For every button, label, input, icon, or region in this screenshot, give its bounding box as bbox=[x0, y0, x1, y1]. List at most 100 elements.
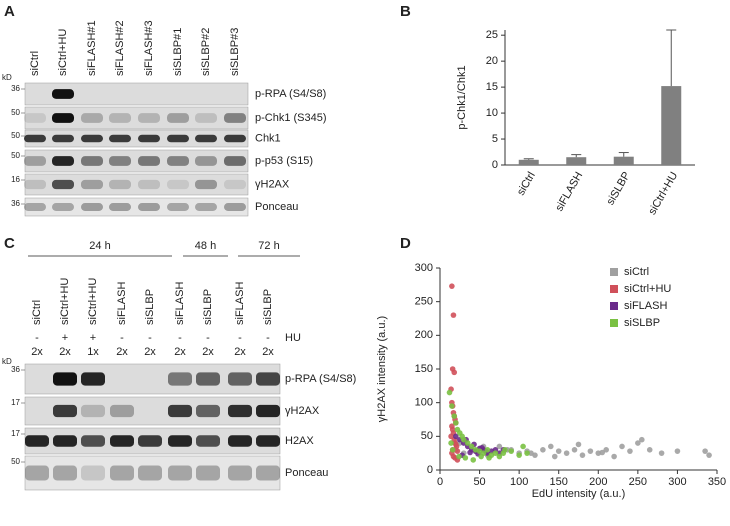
hu-sign: - bbox=[206, 332, 210, 344]
lane-label: siCtrl+HU bbox=[57, 29, 69, 76]
band bbox=[53, 372, 77, 386]
band bbox=[228, 465, 252, 481]
dose-label: 2x bbox=[116, 346, 128, 358]
point bbox=[658, 450, 665, 456]
x-tick-label: 250 bbox=[629, 476, 647, 488]
band bbox=[196, 372, 220, 386]
x-axis-label: EdU intensity (a.u.) bbox=[532, 488, 626, 500]
y-tick-label: 5 bbox=[492, 133, 498, 145]
dose-label: 2x bbox=[144, 346, 156, 358]
point bbox=[470, 457, 477, 463]
legend-swatch bbox=[610, 319, 618, 327]
y-tick-label: 200 bbox=[415, 329, 433, 341]
x-tick-label: siFLASH bbox=[553, 170, 585, 214]
band bbox=[256, 435, 280, 447]
marker-label: 36 bbox=[11, 365, 20, 374]
band bbox=[168, 404, 192, 418]
band bbox=[81, 404, 105, 418]
marker-label: 50 bbox=[11, 108, 20, 117]
band bbox=[81, 372, 105, 386]
band bbox=[24, 156, 46, 166]
point bbox=[548, 443, 554, 450]
band bbox=[196, 465, 220, 481]
point bbox=[454, 448, 461, 454]
point bbox=[603, 447, 609, 453]
band bbox=[52, 179, 74, 190]
hu-sign: - bbox=[35, 332, 39, 344]
x-tick-label: 100 bbox=[510, 476, 528, 488]
band bbox=[195, 179, 217, 190]
marker-label: 50 bbox=[11, 151, 20, 160]
hu-sign: - bbox=[238, 332, 242, 344]
point bbox=[524, 450, 530, 456]
legend-swatch bbox=[610, 268, 618, 276]
y-tick-label: 100 bbox=[415, 397, 433, 409]
point bbox=[453, 433, 459, 440]
marker-label: 17 bbox=[11, 398, 20, 407]
row-label: Ponceau bbox=[255, 201, 298, 213]
point bbox=[575, 441, 582, 448]
band bbox=[109, 203, 131, 211]
x-tick-label: 350 bbox=[708, 476, 726, 488]
legend-swatch bbox=[610, 302, 618, 310]
blot-strip bbox=[24, 82, 249, 106]
band bbox=[81, 156, 103, 166]
dose-label: 2x bbox=[59, 346, 71, 358]
dose-label: 2x bbox=[234, 346, 246, 358]
point bbox=[451, 369, 458, 376]
point bbox=[674, 448, 681, 454]
panel-label: A bbox=[4, 3, 15, 20]
band bbox=[53, 465, 77, 481]
band bbox=[196, 404, 220, 418]
band bbox=[52, 203, 74, 211]
point bbox=[599, 449, 606, 456]
band bbox=[228, 372, 252, 386]
band bbox=[109, 179, 131, 190]
blot-strip bbox=[24, 455, 281, 491]
y-tick-label: 15 bbox=[486, 81, 498, 93]
hu-label: HU bbox=[285, 332, 301, 344]
y-tick-label: 0 bbox=[492, 159, 498, 171]
lane-label: siSLBP#1 bbox=[172, 28, 184, 76]
band bbox=[110, 465, 134, 481]
y-axis-label: p-Chk1/Chk1 bbox=[456, 65, 468, 129]
band bbox=[138, 435, 162, 447]
band bbox=[256, 465, 280, 481]
point bbox=[449, 283, 455, 289]
band bbox=[168, 465, 192, 481]
lane-label: siFLASH bbox=[116, 282, 128, 325]
y-tick-label: 250 bbox=[415, 296, 433, 308]
band bbox=[25, 435, 49, 447]
band bbox=[52, 89, 74, 99]
bar bbox=[566, 157, 587, 165]
y-tick-label: 0 bbox=[427, 464, 433, 476]
point bbox=[450, 312, 457, 318]
point bbox=[464, 440, 471, 446]
point bbox=[528, 450, 534, 456]
band bbox=[224, 113, 246, 123]
band bbox=[110, 404, 134, 418]
band bbox=[109, 134, 131, 143]
hu-sign: - bbox=[178, 332, 182, 344]
y-tick-label: 300 bbox=[415, 262, 433, 274]
point bbox=[467, 449, 473, 456]
point bbox=[508, 448, 515, 454]
point bbox=[449, 447, 456, 453]
band bbox=[81, 113, 103, 123]
lane-label: siSLBP bbox=[202, 289, 214, 325]
point bbox=[460, 436, 467, 443]
legend-label: siCtrl+HU bbox=[624, 283, 671, 295]
lane-label: siCtrl+HU bbox=[87, 278, 99, 325]
row-label: Ponceau bbox=[285, 467, 328, 479]
time-label: 48 h bbox=[195, 240, 216, 252]
point bbox=[520, 443, 526, 450]
blot-strip bbox=[24, 173, 249, 196]
row-label: Chk1 bbox=[255, 132, 281, 144]
point bbox=[462, 455, 469, 461]
band bbox=[81, 435, 105, 447]
row-label: γH2AX bbox=[285, 405, 320, 417]
legend-label: siSLBP bbox=[624, 317, 660, 329]
point bbox=[516, 452, 522, 458]
band bbox=[195, 134, 217, 143]
hu-sign: - bbox=[120, 332, 124, 344]
